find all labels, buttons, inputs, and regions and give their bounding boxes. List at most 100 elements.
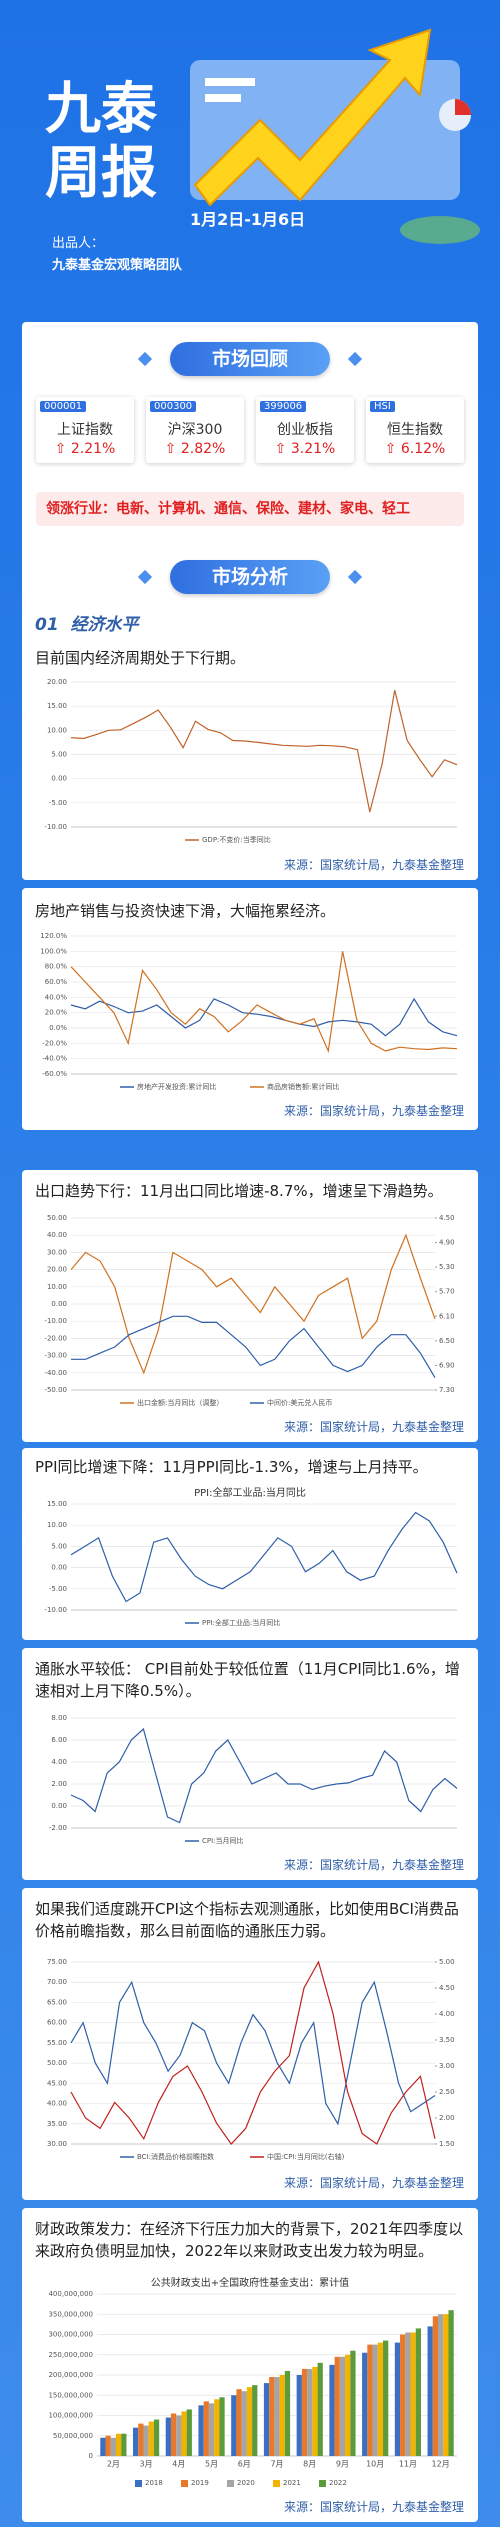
bar: [263, 2383, 270, 2456]
y2-tick-label: 5.30: [439, 1263, 455, 1271]
bar: [100, 2437, 106, 2456]
index-code: HSI: [370, 401, 395, 412]
legend-swatch: [227, 2480, 234, 2487]
bar: [105, 2435, 111, 2456]
x-tick-label: 6月: [238, 2460, 251, 2469]
bar: [143, 2425, 149, 2456]
index-change: ⇧ 3.21%: [256, 441, 354, 457]
y-tick-label: -10.00: [44, 823, 67, 831]
source: 来源：国家统计局，九泰基金整理: [283, 2176, 464, 2190]
y-tick-label: 400,000,000: [48, 2290, 93, 2298]
bar: [252, 2385, 258, 2456]
y-tick-label: -10.00: [44, 1606, 67, 1614]
legend-label: GDP:不变价:当季同比: [202, 835, 271, 844]
y-tick-label: 10.00: [47, 726, 67, 734]
bar: [198, 2405, 204, 2456]
ornament: [347, 351, 363, 367]
legend-label: PPI:全部工业品:当月同比: [202, 1618, 280, 1627]
source: 来源：国家统计局，九泰基金整理: [283, 2500, 464, 2514]
y-tick-label: 0.00: [51, 1300, 67, 1308]
x-tick-label: 11月: [399, 2460, 417, 2469]
y-tick-label: -60.0%: [42, 1070, 67, 1078]
y-tick-label: 50,000,000: [53, 2432, 93, 2440]
y-tick-label: 75.00: [47, 1958, 67, 1966]
chart: 50.00 40.00 30.00 20.00 10.00 0.00 -10.00 -20.0…: [44, 1214, 455, 1407]
series-line: [70, 1727, 458, 1824]
legend-swatch: [181, 2480, 188, 2487]
y-tick-label: 200,000,000: [48, 2371, 93, 2379]
ornament: [347, 569, 363, 585]
chart: 120.0% 100.0% 80.0% 60.0% 40.0% 20.0% 0.0% -20.…: [40, 932, 458, 1091]
bar: [133, 2427, 139, 2456]
y-tick-label: 40.00: [47, 1231, 67, 1239]
card: 出口趋势下行：11月出口同比增速-8.7%，增速呈下滑趋势。 50.00 40.0…: [22, 1170, 478, 1442]
y-tick-label: 150,000,000: [48, 2391, 93, 2399]
x-tick-label: 9月: [336, 2460, 349, 2469]
y-tick-label: 120.0%: [40, 932, 67, 940]
paragraph: 目前国内经济周期处于下行期。: [35, 649, 246, 667]
bar: [186, 2409, 192, 2456]
heading: 市场回顾: [170, 342, 330, 376]
bar: [377, 2342, 384, 2456]
series-line: [70, 1960, 436, 2145]
up-arrow: ⇧: [384, 441, 401, 457]
y-tick-label: -20.0%: [42, 1039, 67, 1047]
y-tick-label: 2.00: [51, 1780, 67, 1788]
chart: 75.00 70.00 65.00 60.00 55.00 50.00 45.00 40.00…: [47, 1958, 455, 2161]
y-tick-label: 65.00: [47, 1998, 67, 2006]
bar: [153, 2419, 160, 2456]
y-tick-label: -50.00: [44, 1386, 67, 1394]
y-tick-label: 55.00: [47, 2039, 67, 2047]
y-tick-label: 40.0%: [45, 993, 68, 1001]
y2-tick-label: 4.50: [439, 1214, 455, 1222]
section-heading: 01 经济水平: [35, 610, 139, 635]
bar: [410, 2332, 416, 2456]
y-tick-label: 50.00: [47, 1214, 67, 1222]
y-tick-label: 30.00: [47, 1248, 67, 1256]
date: 1月2日-1月6日: [190, 210, 306, 229]
bar: [170, 2413, 177, 2456]
y-tick-label: 8.00: [51, 1714, 67, 1722]
index-name: 恒生指数: [387, 422, 443, 438]
x-tick-label: 7月: [270, 2460, 283, 2469]
y2-tick-label: 5.70: [439, 1288, 455, 1296]
legend-label: CPI:当月同比: [202, 1836, 244, 1845]
y-tick-label: 45.00: [47, 2079, 67, 2087]
up-arrow: ⇧: [54, 441, 71, 457]
card: 如果我们适度跳开CPI这个指标去观测通胀，比如使用BCI消费品价格前瞻指数，那么…: [22, 1888, 478, 2200]
section-title: 经济水平: [70, 615, 139, 635]
index-box: HSI 恒生指数 ⇧ 6.12%: [366, 397, 464, 463]
change-value: 6.12%: [400, 441, 446, 457]
index-name: 沪深300: [167, 422, 223, 438]
index-code: 000300: [150, 401, 197, 412]
x-tick-label: 4月: [172, 2460, 185, 2469]
chart: 8.00 6.00 4.00 2.00 0.00 -2.00 CPI:当月同比: [49, 1714, 458, 1845]
y-tick-label: 0: [89, 2452, 93, 2460]
y-tick-label: 30.00: [47, 2140, 67, 2148]
series-line: [70, 1511, 458, 1603]
paragraph: 通胀水平较低： CPI目前处于较低位置（11月CPI同比1.6%，增速相对上月下…: [35, 1660, 460, 1700]
bar: [296, 2375, 302, 2456]
bar: [181, 2411, 187, 2456]
y-tick-label: -20.00: [44, 1334, 67, 1342]
y-tick-label: 10.00: [47, 1521, 67, 1529]
chart-title: PPI:全部工业品:当月同比: [194, 1486, 306, 1499]
bar: [301, 2368, 308, 2456]
bar: [345, 2354, 351, 2456]
bar: [307, 2368, 313, 2456]
paragraph: 出口趋势下行：11月出口同比增速-8.7%，增速呈下滑趋势。: [35, 1182, 443, 1200]
y-tick-label: 250,000,000: [48, 2351, 93, 2359]
legend-label: 2019: [191, 2479, 209, 2487]
bar: [317, 2362, 323, 2456]
producer-label: 出品人：: [52, 236, 105, 251]
y-tick-label: 0.00: [51, 775, 67, 783]
y-tick-label: 15.00: [47, 702, 67, 710]
y-tick-label: 4.00: [51, 1758, 67, 1766]
bar: [405, 2332, 411, 2456]
bar: [203, 2401, 209, 2456]
index-change: ⇧ 2.82%: [146, 441, 244, 457]
bar: [362, 2352, 368, 2456]
source: 来源：国家统计局，九泰基金整理: [283, 1420, 464, 1434]
y-tick-label: 15.00: [47, 1500, 67, 1508]
